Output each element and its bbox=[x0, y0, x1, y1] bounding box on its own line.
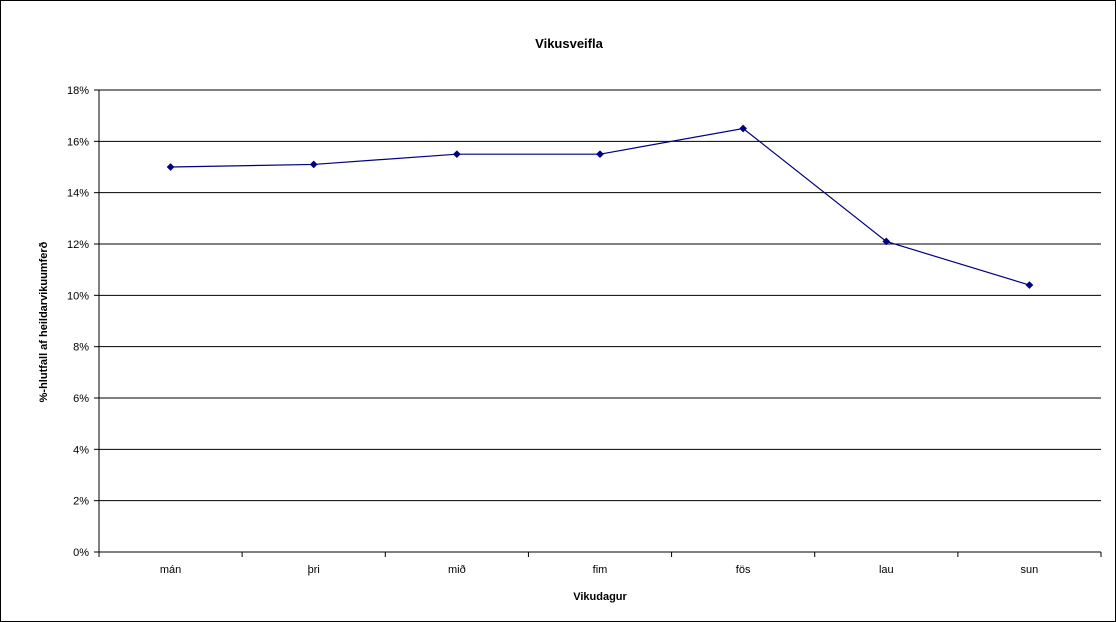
data-point bbox=[739, 124, 748, 133]
x-tick-label: fös bbox=[736, 564, 751, 576]
y-tick-label: 0% bbox=[73, 547, 89, 559]
y-tick-label: 16% bbox=[67, 136, 89, 148]
data-point bbox=[596, 150, 604, 159]
y-tick-labels: 0% 2% 4% 6% 8% 10% 12% 14% 16% 18% bbox=[67, 85, 89, 559]
x-tick-label: mið bbox=[448, 564, 466, 576]
y-axis-title: %-hlutfall af heildarvikuumferð bbox=[38, 241, 50, 402]
x-tick-label: mán bbox=[160, 564, 181, 576]
x-tick-labels: mán þri mið fim fös lau sun bbox=[160, 564, 1038, 576]
x-tick-label: lau bbox=[879, 564, 894, 576]
x-axis-title: Vikudagur bbox=[573, 591, 627, 603]
y-tick-label: 12% bbox=[67, 239, 89, 251]
data-point bbox=[1025, 281, 1034, 290]
x-tick-label: þri bbox=[308, 564, 320, 576]
y-tick-label: 18% bbox=[67, 85, 89, 97]
data-point bbox=[882, 237, 891, 246]
y-tick-label: 8% bbox=[73, 342, 89, 354]
y-tick-label: 2% bbox=[73, 496, 89, 508]
y-tick-label: 10% bbox=[67, 290, 89, 302]
x-tick-label: sun bbox=[1021, 564, 1039, 576]
y-tick-label: 4% bbox=[73, 444, 89, 456]
data-series bbox=[166, 124, 1034, 290]
x-tick-label: fim bbox=[593, 564, 608, 576]
y-tick-label: 14% bbox=[67, 188, 89, 200]
chart-title: Vikusveifla bbox=[535, 36, 603, 51]
axes bbox=[94, 89, 1102, 557]
data-point bbox=[452, 150, 461, 159]
data-point bbox=[309, 160, 318, 169]
data-point bbox=[166, 163, 175, 171]
y-tick-label: 6% bbox=[73, 393, 89, 405]
gridlines bbox=[99, 89, 1101, 502]
